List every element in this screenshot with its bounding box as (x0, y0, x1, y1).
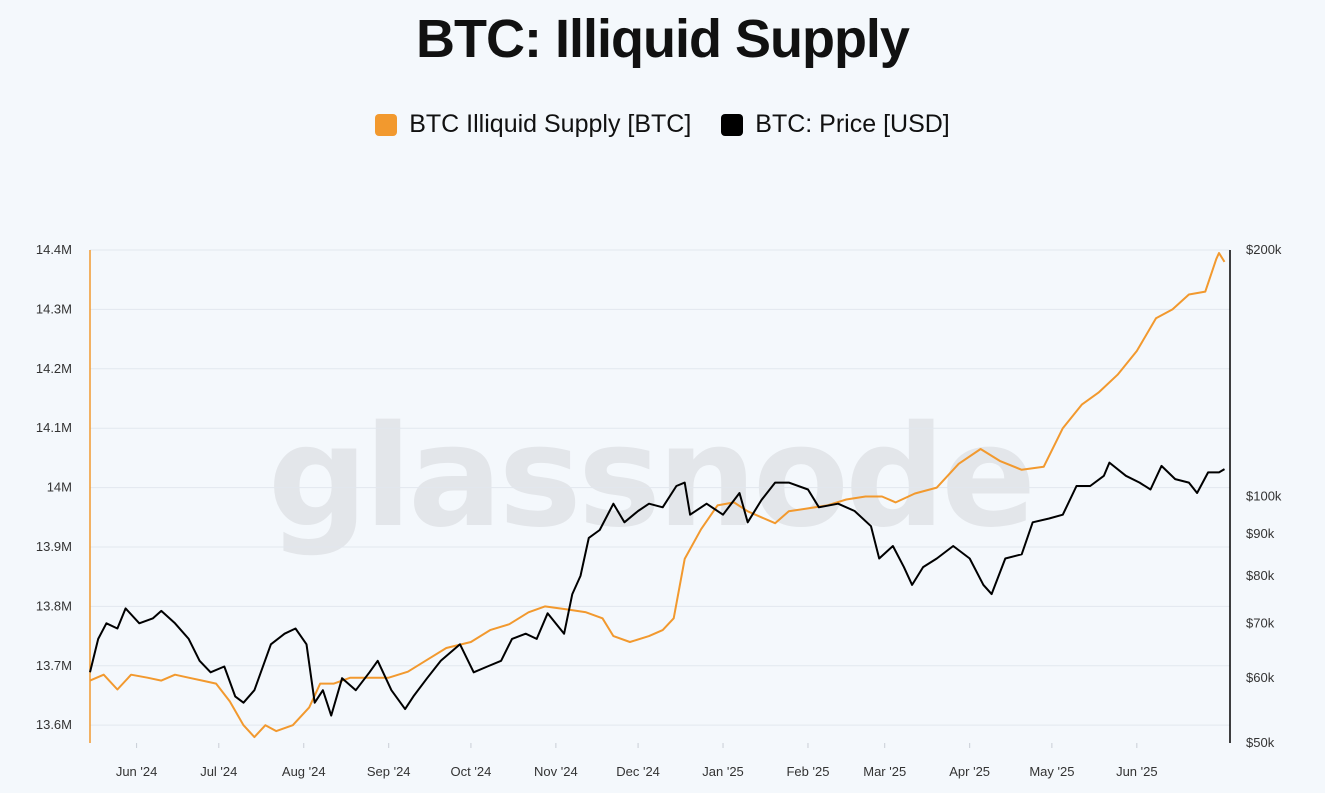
y-right-tick-label: $100k (1246, 489, 1282, 504)
tick-labels: 13.6M 13.7M 13.8M 13.9M 14M 14.1M 14.2M 14.3M 14… (36, 242, 1282, 779)
y-right-tick-label: $90k (1246, 526, 1275, 541)
y-left-tick-label: 14.4M (36, 242, 72, 257)
x-tick-label: Oct '24 (451, 764, 492, 779)
series-line-illiquid-supply[interactable] (89, 252, 1226, 739)
x-tick-label: Dec '24 (616, 764, 660, 779)
legend: BTC Illiquid Supply [BTC] BTC: Price [US… (0, 110, 1325, 139)
axes (89, 250, 1231, 748)
x-tick-label: Jul '24 (200, 764, 237, 779)
y-left-tick-label: 14.3M (36, 301, 72, 316)
x-tick-label: May '25 (1029, 764, 1074, 779)
y-left-tick-label: 14M (47, 480, 72, 495)
x-tick-label: Aug '24 (282, 764, 326, 779)
series-line-btc-price[interactable] (89, 461, 1226, 717)
x-tick-label: Jan '25 (702, 764, 744, 779)
x-tick-label: Nov '24 (534, 764, 578, 779)
y-right-tick-label: $80k (1246, 568, 1275, 583)
x-tick-label: Sep '24 (367, 764, 411, 779)
x-tick-label: Apr '25 (949, 764, 990, 779)
legend-label-illiquid-supply: BTC Illiquid Supply [BTC] (409, 110, 692, 138)
y-left-tick-label: 13.6M (36, 717, 72, 732)
x-tick-label: Feb '25 (786, 764, 829, 779)
legend-swatch-illiquid-supply (375, 113, 398, 136)
x-tick-label: Jun '25 (1116, 764, 1158, 779)
y-left-tick-label: 13.7M (36, 658, 72, 673)
chart-title: BTC: Illiquid Supply (416, 9, 910, 69)
legend-swatch-btc-price (721, 113, 744, 136)
watermark-logo: glassnode (268, 396, 1032, 559)
y-left-tick-label: 13.8M (36, 598, 72, 613)
series-layer (89, 252, 1226, 739)
grid-lines (90, 249, 1230, 726)
legend-item-illiquid-supply[interactable]: BTC Illiquid Supply [BTC] (375, 110, 691, 139)
legend-item-btc-price[interactable]: BTC: Price [USD] (721, 110, 950, 139)
y-left-tick-label: 14.2M (36, 361, 72, 376)
y-right-tick-label: $70k (1246, 615, 1275, 630)
x-tick-label: Jun '24 (116, 764, 158, 779)
x-tick-label: Mar '25 (863, 764, 906, 779)
y-left-tick-label: 14.1M (36, 420, 72, 435)
legend-label-btc-price: BTC: Price [USD] (755, 110, 950, 138)
y-right-tick-label: $60k (1246, 670, 1275, 685)
y-right-tick-label: $50k (1246, 735, 1275, 750)
y-right-tick-label: $200k (1246, 242, 1282, 257)
y-left-tick-label: 13.9M (36, 539, 72, 554)
